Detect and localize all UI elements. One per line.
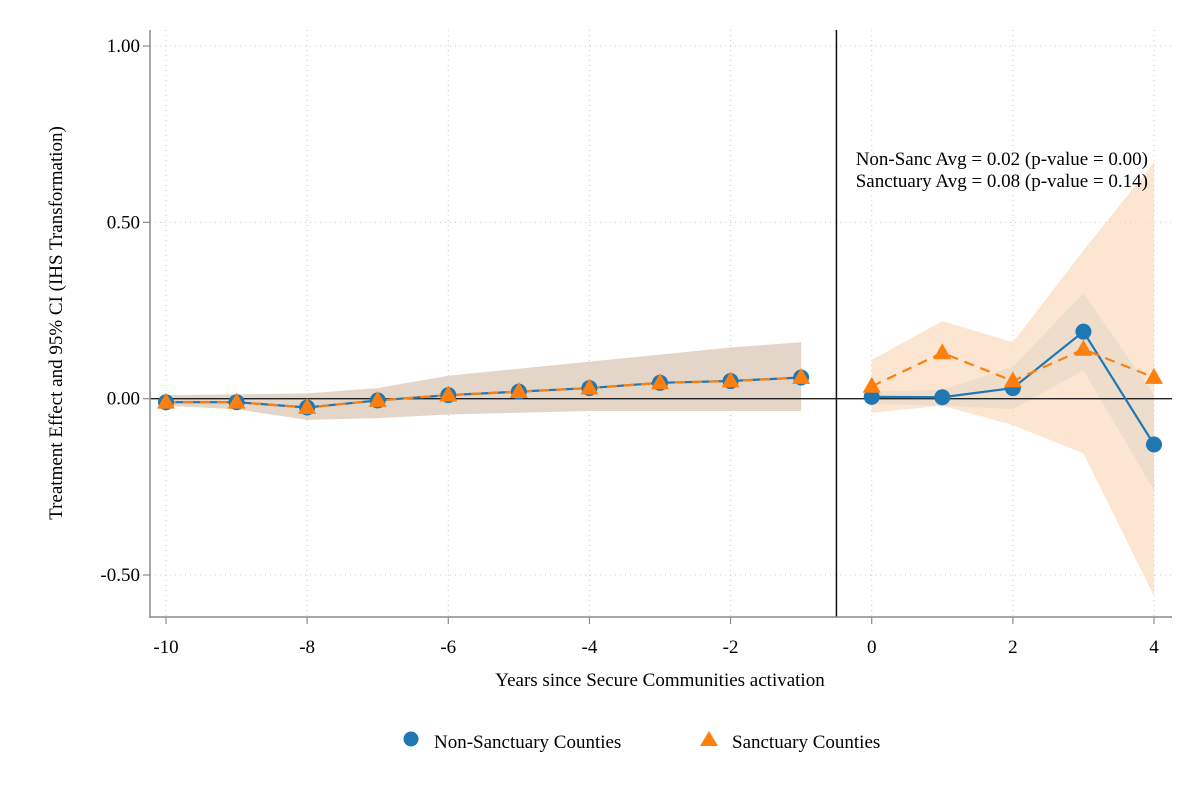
y-tick-label: 0.00 <box>107 389 140 410</box>
legend-label-non-sanctuary: Non-Sanctuary Counties <box>434 732 621 753</box>
sanctuary-point <box>1145 367 1163 384</box>
sanctuary-point <box>439 385 458 402</box>
x-axis-title: Years since Secure Communities activatio… <box>495 670 825 691</box>
reference-lines <box>150 30 1172 617</box>
sanctuary-point <box>509 382 528 399</box>
sanctuary-point <box>580 378 599 395</box>
x-tick-label: -6 <box>440 637 456 658</box>
annotation-sanctuary-avg: Sanctuary Avg = 0.08 (p-value = 0.14) <box>856 171 1148 192</box>
x-tick-label: 2 <box>1008 637 1018 658</box>
sanctuary-point <box>651 373 669 390</box>
x-tick-label: 4 <box>1149 637 1159 658</box>
y-tick-label: 0.50 <box>107 212 140 233</box>
legend-item-sanctuary[interactable]: Sanctuary Counties <box>700 731 880 753</box>
non-sanctuary-ci-band <box>166 342 802 420</box>
non-sanctuary-point <box>1075 323 1092 340</box>
sanctuary-point <box>1003 371 1022 388</box>
x-tick-label: -4 <box>582 637 598 658</box>
x-tick-label: -8 <box>299 637 315 658</box>
sanctuary-point <box>298 397 317 414</box>
y-axis-title: Treatment Effect and 95% CI (IHS Transfo… <box>46 126 67 520</box>
sanctuary-point <box>721 371 740 388</box>
sanctuary-point <box>1074 339 1093 356</box>
sanctuary-point <box>862 376 881 393</box>
sanctuary-line <box>166 376 802 409</box>
legend: Non-Sanctuary Counties Sanctuary Countie… <box>403 731 880 754</box>
sanctuary-point <box>933 343 952 360</box>
x-tick-label: 0 <box>867 637 877 658</box>
legend-label-sanctuary: Sanctuary Counties <box>732 732 880 753</box>
sanctuary-point <box>792 367 811 384</box>
legend-item-non-sanctuary[interactable]: Non-Sanctuary Counties <box>403 731 622 754</box>
axes: 1.00 0.50 0.00 -0.50 -10 -8 -6 -4 -2 0 2 4 <box>100 30 1172 658</box>
y-tick-label: 1.00 <box>107 36 140 57</box>
non-sanctuary-point <box>1146 436 1162 453</box>
y-tick-label: -0.50 <box>100 565 140 586</box>
circle-marker-icon <box>403 731 419 747</box>
sanctuary-point <box>227 392 246 409</box>
non-sanctuary-point <box>863 388 880 405</box>
sanctuary-point <box>157 392 175 409</box>
sanctuary-point <box>368 390 387 407</box>
x-tick-label: -10 <box>153 637 178 658</box>
series-markers <box>157 323 1163 453</box>
annotation-non-sanctuary-avg: Non-Sanc Avg = 0.02 (p-value = 0.00) <box>856 149 1148 170</box>
gridlines <box>150 30 1172 617</box>
triangle-marker-icon <box>700 731 718 746</box>
x-tick-label: -2 <box>723 637 739 658</box>
non-sanctuary-point <box>934 389 951 406</box>
